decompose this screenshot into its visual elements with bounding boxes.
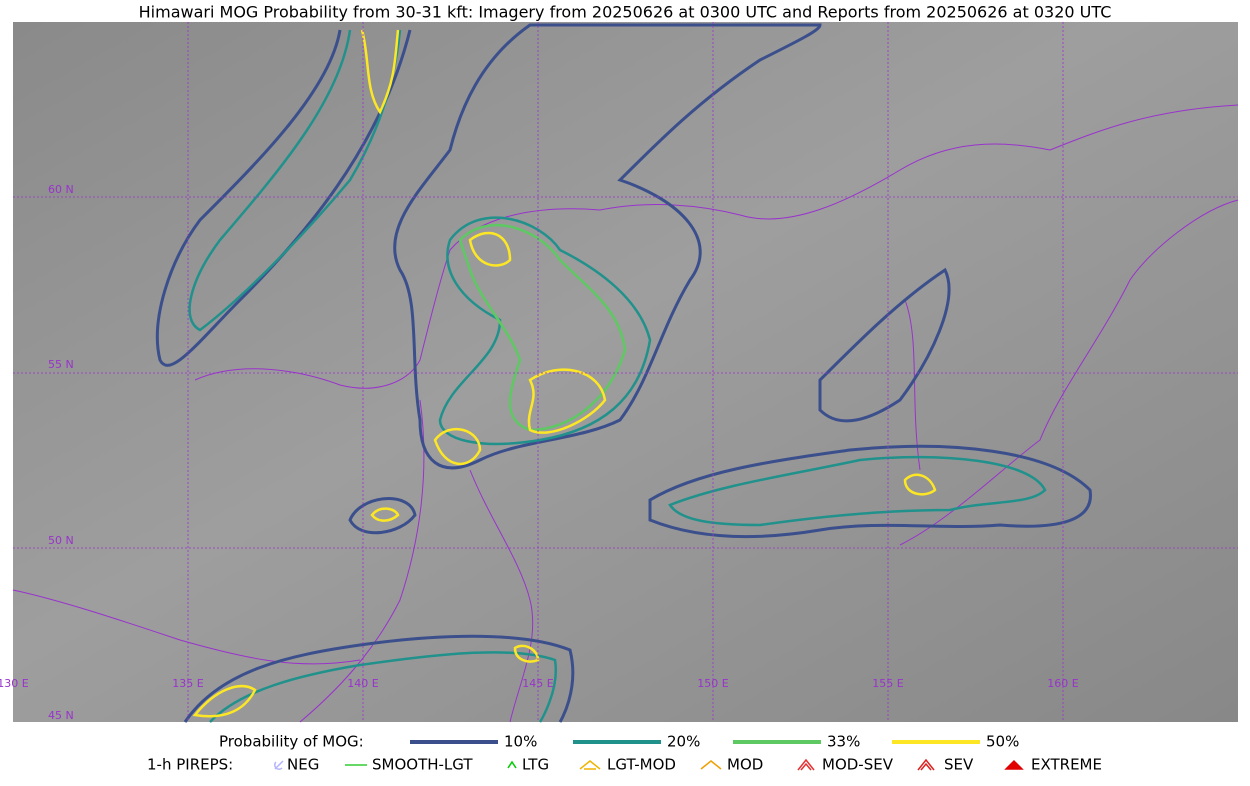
longitude-label: 150 E bbox=[697, 677, 728, 690]
legend-label: SMOOTH-LGT bbox=[372, 756, 473, 774]
legend-label: LGT-MOD bbox=[607, 756, 676, 774]
longitude-label: 155 E bbox=[872, 677, 903, 690]
legend-label: SEV bbox=[944, 756, 974, 774]
latitude-label: 60 N bbox=[48, 183, 74, 196]
contours bbox=[155, 23, 1092, 723]
satellite-image bbox=[13, 22, 1238, 722]
legend-symbol bbox=[579, 760, 601, 770]
legend-label: EXTREME bbox=[1031, 756, 1102, 774]
coastlines bbox=[12, 104, 1239, 723]
legend-label: NEG bbox=[287, 756, 319, 774]
legend-label: LTG bbox=[522, 756, 549, 774]
legend-title: Probability of MOG: bbox=[219, 733, 364, 751]
legend-label: 50% bbox=[986, 733, 1019, 751]
legend-label: 10% bbox=[504, 733, 537, 751]
legend-label: MOD-SEV bbox=[822, 756, 894, 774]
legend-symbol bbox=[797, 758, 815, 771]
legend-symbol bbox=[507, 760, 517, 769]
legend-label: MOD bbox=[727, 756, 763, 774]
legend-symbol bbox=[274, 760, 284, 770]
graticule bbox=[13, 22, 1238, 722]
longitude-label: 140 E bbox=[347, 677, 378, 690]
longitude-label: 130 E bbox=[0, 677, 29, 690]
latitude-label: 50 N bbox=[48, 534, 74, 547]
longitude-label: 160 E bbox=[1047, 677, 1078, 690]
legend-label: 20% bbox=[667, 733, 700, 751]
legend-label: 33% bbox=[827, 733, 860, 751]
latitude-label: 45 N bbox=[48, 709, 74, 722]
legend-symbol bbox=[700, 760, 722, 770]
legend-symbol bbox=[917, 758, 935, 771]
title: Himawari MOG Probability from 30-31 kft:… bbox=[139, 3, 1112, 22]
longitude-label: 145 E bbox=[522, 677, 553, 690]
map: 60 N 55 N 50 N 45 N 130 E 135 E 140 E 14… bbox=[0, 22, 1239, 723]
latitude-label: 55 N bbox=[48, 358, 74, 371]
longitude-label: 135 E bbox=[172, 677, 203, 690]
legend-title: 1-h PIREPS: bbox=[147, 756, 233, 774]
legend-symbol bbox=[1004, 759, 1024, 770]
